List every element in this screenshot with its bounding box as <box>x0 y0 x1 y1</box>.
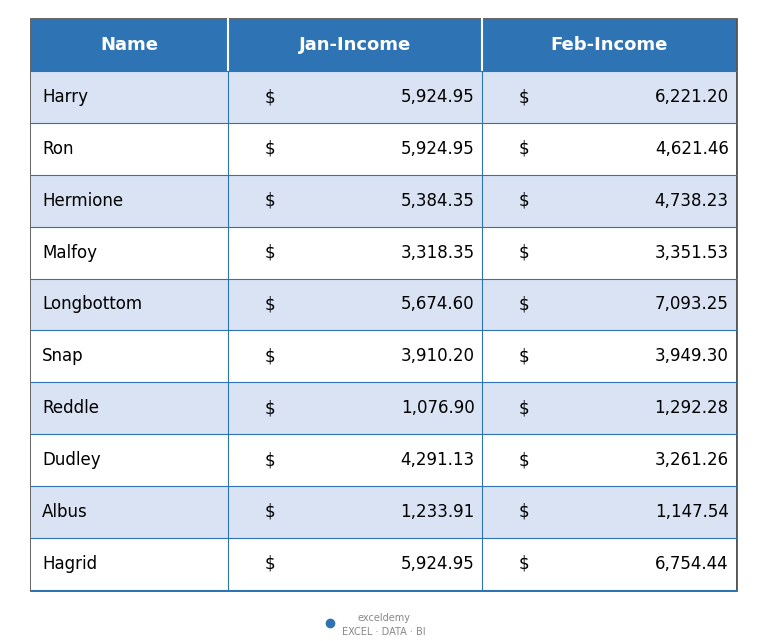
Text: $: $ <box>264 451 275 469</box>
Bar <box>31 279 736 330</box>
Text: 5,924.95: 5,924.95 <box>401 555 475 573</box>
Text: Name: Name <box>100 36 159 54</box>
Text: $: $ <box>518 192 529 210</box>
Bar <box>31 227 736 279</box>
Bar <box>31 175 736 227</box>
Bar <box>31 434 736 486</box>
Text: 1,233.91: 1,233.91 <box>400 503 475 521</box>
Text: Harry: Harry <box>42 88 88 106</box>
Bar <box>31 19 736 71</box>
Text: 1,147.54: 1,147.54 <box>655 503 729 521</box>
Text: 3,351.53: 3,351.53 <box>654 244 729 262</box>
Text: $: $ <box>264 555 275 573</box>
Text: 3,949.30: 3,949.30 <box>655 347 729 365</box>
Text: 4,621.46: 4,621.46 <box>655 140 729 158</box>
Text: Hagrid: Hagrid <box>42 555 97 573</box>
Text: 1,076.90: 1,076.90 <box>401 399 475 417</box>
Text: 4,291.13: 4,291.13 <box>400 451 475 469</box>
Text: exceldemy
EXCEL · DATA · BI: exceldemy EXCEL · DATA · BI <box>341 613 426 637</box>
Text: 1,292.28: 1,292.28 <box>654 399 729 417</box>
Text: Hermione: Hermione <box>42 192 123 210</box>
Text: 3,318.35: 3,318.35 <box>400 244 475 262</box>
Text: Feb-Income: Feb-Income <box>551 36 668 54</box>
Text: 6,754.44: 6,754.44 <box>655 555 729 573</box>
Text: $: $ <box>518 296 529 313</box>
Text: $: $ <box>264 503 275 521</box>
Text: $: $ <box>518 88 529 106</box>
Bar <box>31 71 736 123</box>
Text: $: $ <box>264 88 275 106</box>
Text: $: $ <box>264 347 275 365</box>
Text: $: $ <box>518 451 529 469</box>
Bar <box>31 382 736 434</box>
Text: 5,924.95: 5,924.95 <box>401 88 475 106</box>
Text: $: $ <box>518 347 529 365</box>
Text: 4,738.23: 4,738.23 <box>655 192 729 210</box>
Text: 5,674.60: 5,674.60 <box>401 296 475 313</box>
Text: Albus: Albus <box>42 503 88 521</box>
Text: 5,924.95: 5,924.95 <box>401 140 475 158</box>
Text: 6,221.20: 6,221.20 <box>654 88 729 106</box>
Text: $: $ <box>518 555 529 573</box>
Text: $: $ <box>518 399 529 417</box>
Bar <box>31 538 736 590</box>
Text: 3,261.26: 3,261.26 <box>654 451 729 469</box>
Text: $: $ <box>518 244 529 262</box>
Text: $: $ <box>264 192 275 210</box>
Text: 7,093.25: 7,093.25 <box>655 296 729 313</box>
Text: Malfoy: Malfoy <box>42 244 97 262</box>
Text: $: $ <box>264 399 275 417</box>
Text: Longbottom: Longbottom <box>42 296 143 313</box>
Bar <box>31 330 736 382</box>
Text: Jan-Income: Jan-Income <box>299 36 411 54</box>
Text: Reddle: Reddle <box>42 399 99 417</box>
Text: 5,384.35: 5,384.35 <box>400 192 475 210</box>
Text: $: $ <box>518 140 529 158</box>
Text: Snap: Snap <box>42 347 84 365</box>
Text: Dudley: Dudley <box>42 451 100 469</box>
Text: $: $ <box>518 503 529 521</box>
Bar <box>31 123 736 175</box>
Text: 3,910.20: 3,910.20 <box>400 347 475 365</box>
Text: $: $ <box>264 140 275 158</box>
Text: $: $ <box>264 244 275 262</box>
Text: $: $ <box>264 296 275 313</box>
Bar <box>31 486 736 538</box>
Text: Ron: Ron <box>42 140 74 158</box>
